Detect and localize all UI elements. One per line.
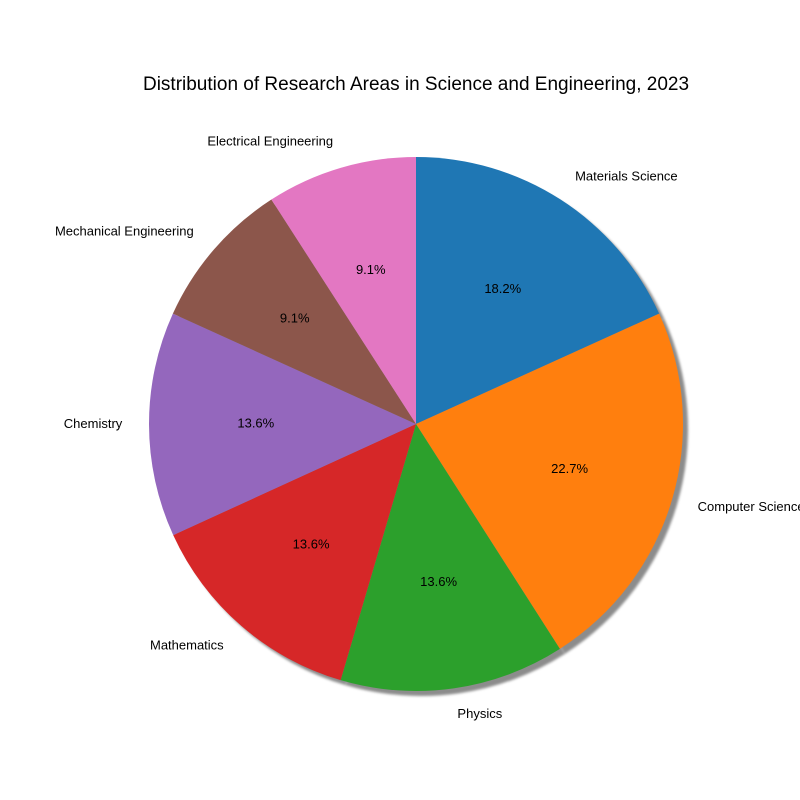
slice-label-electrical-engineering: Electrical Engineering — [207, 134, 333, 149]
pie-slice-mechanical-engineering — [172, 199, 416, 424]
slice-percent-electrical-engineering: 9.1% — [356, 262, 386, 277]
slice-percent-computer-science: 22.7% — [551, 461, 588, 476]
slice-label-physics: Physics — [457, 706, 502, 721]
slice-percent-chemistry: 13.6% — [237, 416, 274, 431]
slice-percent-mathematics: 13.6% — [293, 537, 330, 552]
pie-slice-mathematics — [173, 424, 416, 681]
slice-percent-physics: 13.6% — [420, 574, 457, 589]
slice-percent-mechanical-engineering: 9.1% — [280, 311, 310, 326]
pie-slice-materials-science — [416, 157, 660, 424]
pie-slice-electrical-engineering — [271, 157, 416, 424]
pie-labels: Materials Science 18.2% Computer Science 22… — [55, 134, 800, 722]
slice-percent-materials-science: 18.2% — [484, 281, 521, 296]
pie-slice-computer-science — [416, 313, 683, 649]
pie-slices — [149, 157, 683, 691]
slice-label-mechanical-engineering: Mechanical Engineering — [55, 223, 194, 238]
slice-label-chemistry: Chemistry — [64, 416, 123, 431]
pie-slice-chemistry — [149, 313, 417, 536]
slice-label-computer-science: Computer Science — [698, 499, 800, 514]
pie-slice-physics — [340, 424, 560, 691]
chart-title: Distribution of Research Areas in Scienc… — [142, 74, 690, 95]
slice-label-mathematics: Mathematics — [150, 637, 224, 652]
slice-label-materials-science: Materials Science — [575, 169, 678, 184]
